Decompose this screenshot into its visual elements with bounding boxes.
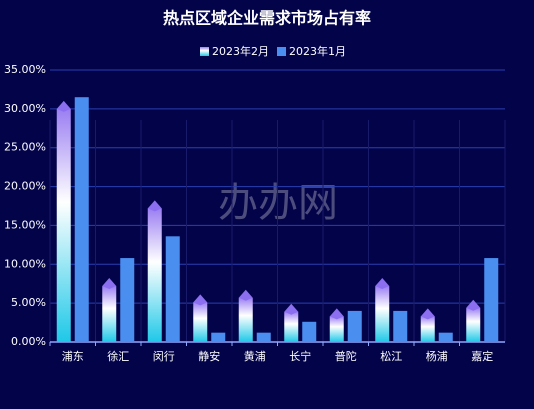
y-tick-label: 5.00%	[11, 296, 46, 309]
bar-group	[256, 332, 271, 342]
y-tick-label: 15.00%	[4, 218, 46, 231]
bar-group	[102, 278, 117, 342]
x-tick-label: 普陀	[335, 349, 357, 363]
bar	[284, 311, 299, 342]
bar-group	[302, 321, 317, 342]
bar-group	[347, 310, 362, 342]
x-tick-label: 松江	[380, 349, 402, 363]
bar	[329, 316, 344, 342]
bar-group	[375, 278, 390, 342]
x-tick-label: 杨浦	[426, 349, 448, 363]
bar	[347, 310, 362, 342]
bar	[165, 236, 180, 342]
bar-group	[165, 236, 180, 342]
bar-group	[466, 299, 481, 342]
bar	[393, 310, 408, 342]
x-tick-label: 黄浦	[244, 349, 266, 363]
x-tick-label: 闵行	[153, 349, 175, 363]
bar-group	[147, 200, 162, 342]
bar-group	[56, 100, 71, 342]
bar-group	[193, 294, 208, 342]
x-tick-label: 徐汇	[107, 349, 129, 363]
x-tick-label: 浦东	[62, 350, 84, 363]
bar	[147, 208, 162, 342]
bar-cap	[147, 200, 162, 212]
bar	[102, 286, 117, 342]
x-tick-label: 嘉定	[471, 349, 493, 363]
bar-group	[120, 258, 135, 342]
bar	[193, 302, 208, 342]
bar-group	[329, 308, 344, 342]
bar	[238, 297, 253, 342]
bar	[484, 258, 499, 342]
bar-cap	[56, 100, 71, 112]
y-tick-label: 30.00%	[4, 102, 46, 115]
bar	[74, 97, 89, 342]
bar-cap	[466, 299, 481, 311]
y-tick-label: 25.00%	[4, 141, 46, 154]
bar	[302, 321, 317, 342]
bar-group	[211, 332, 226, 342]
y-tick-label: 10.00%	[4, 257, 46, 270]
bar-group	[393, 310, 408, 342]
x-tick-label: 静安	[198, 349, 220, 363]
bar-group	[438, 332, 453, 342]
y-tick-label: 35.00%	[4, 63, 46, 76]
bar-cap	[238, 289, 253, 301]
bar-cap	[284, 303, 299, 315]
bar-group	[238, 289, 253, 342]
bar-cap	[329, 308, 344, 320]
y-tick-label: 0.00%	[11, 335, 46, 348]
bar-cap	[193, 294, 208, 306]
legend-swatch	[277, 47, 286, 56]
bar	[466, 307, 481, 342]
bar-cap	[102, 278, 117, 290]
bar	[256, 332, 271, 342]
bar	[120, 258, 135, 342]
x-tick-label: 长宁	[289, 349, 311, 363]
bar-group	[74, 97, 89, 342]
chart-title: 热点区域企业需求市场占有率	[163, 9, 371, 28]
bar-group	[484, 258, 499, 342]
bar-cap	[420, 308, 435, 320]
bar-cap	[375, 278, 390, 290]
bar	[375, 286, 390, 342]
bar	[56, 108, 71, 342]
bar	[211, 332, 226, 342]
bar	[438, 332, 453, 342]
legend-label: 2023年2月	[212, 44, 269, 58]
bar-group	[284, 303, 299, 342]
bar-group	[420, 308, 435, 342]
bar	[420, 316, 435, 342]
y-tick-label: 20.00%	[4, 180, 46, 193]
legend-label: 2023年1月	[289, 44, 346, 58]
legend-swatch	[200, 47, 209, 56]
